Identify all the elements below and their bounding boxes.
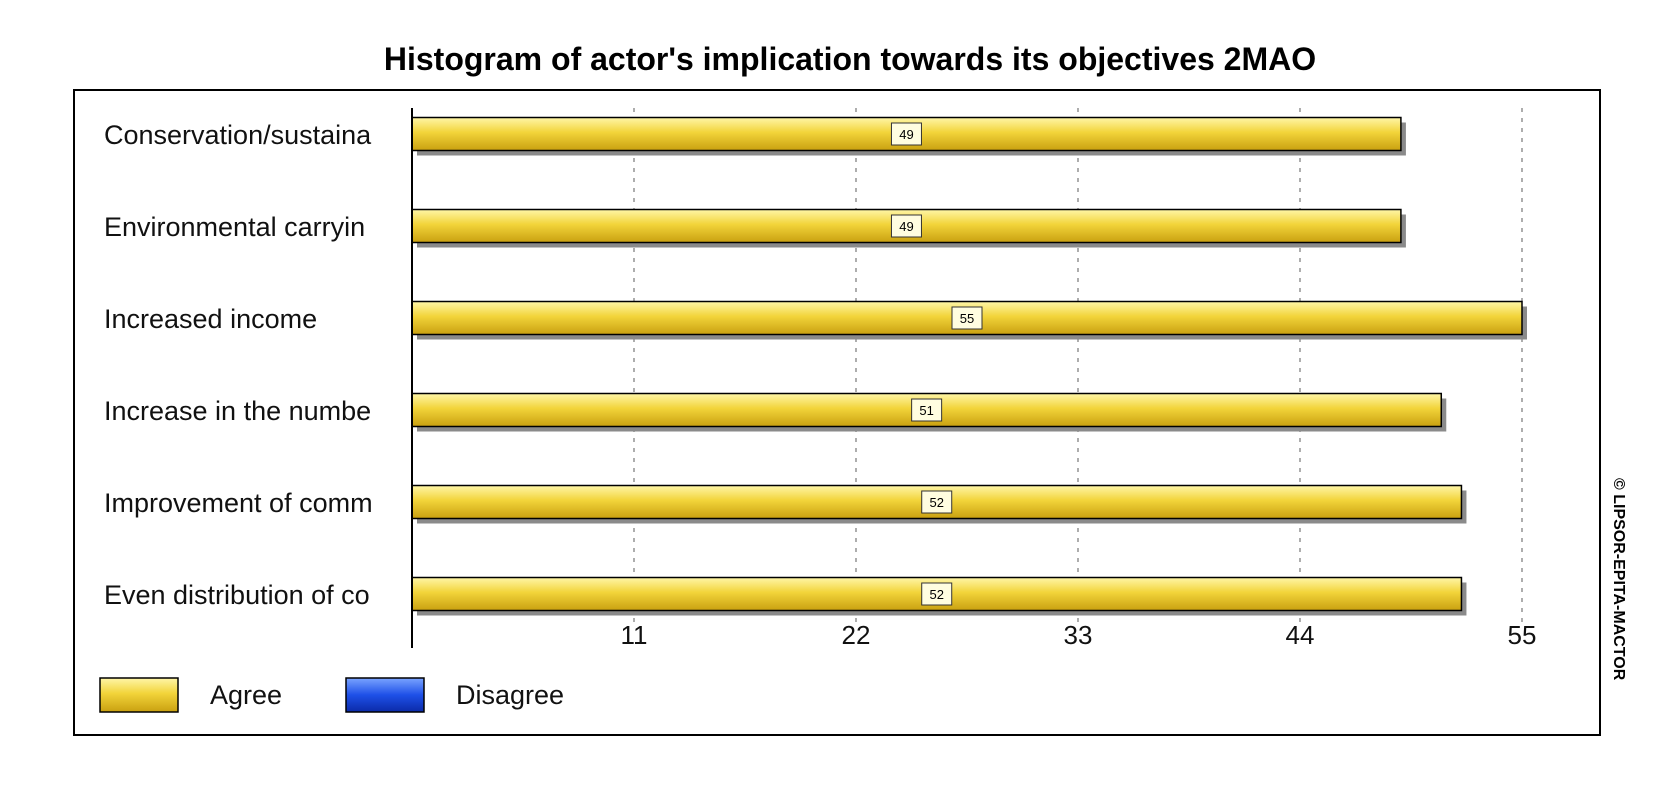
legend-swatch bbox=[99, 677, 179, 713]
value-label: 55 bbox=[960, 311, 974, 326]
legend-label: Agree bbox=[210, 680, 282, 710]
x-tick-label: 22 bbox=[842, 620, 871, 650]
category-label: Conservation/sustaina bbox=[104, 120, 372, 150]
bars: 49 49 55 51 52 52 bbox=[411, 116, 1527, 616]
legend-swatch bbox=[345, 677, 425, 713]
category-label: Improvement of comm bbox=[104, 488, 373, 518]
value-label: 51 bbox=[919, 403, 933, 418]
category-label: Even distribution of co bbox=[104, 580, 370, 610]
category-label: Increased income bbox=[104, 304, 317, 334]
category-label: Increase in the numbe bbox=[104, 396, 371, 426]
category-label: Environmental carryin bbox=[104, 212, 365, 242]
legend-label: Disagree bbox=[456, 680, 564, 710]
value-label-box bbox=[911, 398, 943, 422]
credit-text: © LIPSOR-EPITA-MACTOR bbox=[1610, 478, 1627, 681]
value-label-box bbox=[921, 582, 953, 606]
value-label-box bbox=[890, 122, 922, 146]
value-label: 52 bbox=[929, 495, 943, 510]
value-label: 49 bbox=[899, 127, 913, 142]
value-label: 49 bbox=[899, 219, 913, 234]
value-label-box bbox=[951, 306, 983, 330]
x-axis-ticks: 11 22 33 44 55 bbox=[621, 620, 1537, 650]
chart-title: Histogram of actor's implication towards… bbox=[384, 41, 1316, 77]
legend: Agree Disagree bbox=[99, 677, 564, 713]
x-tick-label: 55 bbox=[1508, 620, 1537, 650]
value-label-box bbox=[890, 214, 922, 238]
value-label-box bbox=[921, 490, 953, 514]
x-tick-label: 11 bbox=[621, 620, 648, 650]
category-labels: Conservation/sustaina Environmental carry… bbox=[104, 120, 373, 610]
x-tick-label: 33 bbox=[1064, 620, 1093, 650]
value-label: 52 bbox=[929, 587, 943, 602]
x-tick-label: 44 bbox=[1286, 620, 1315, 650]
